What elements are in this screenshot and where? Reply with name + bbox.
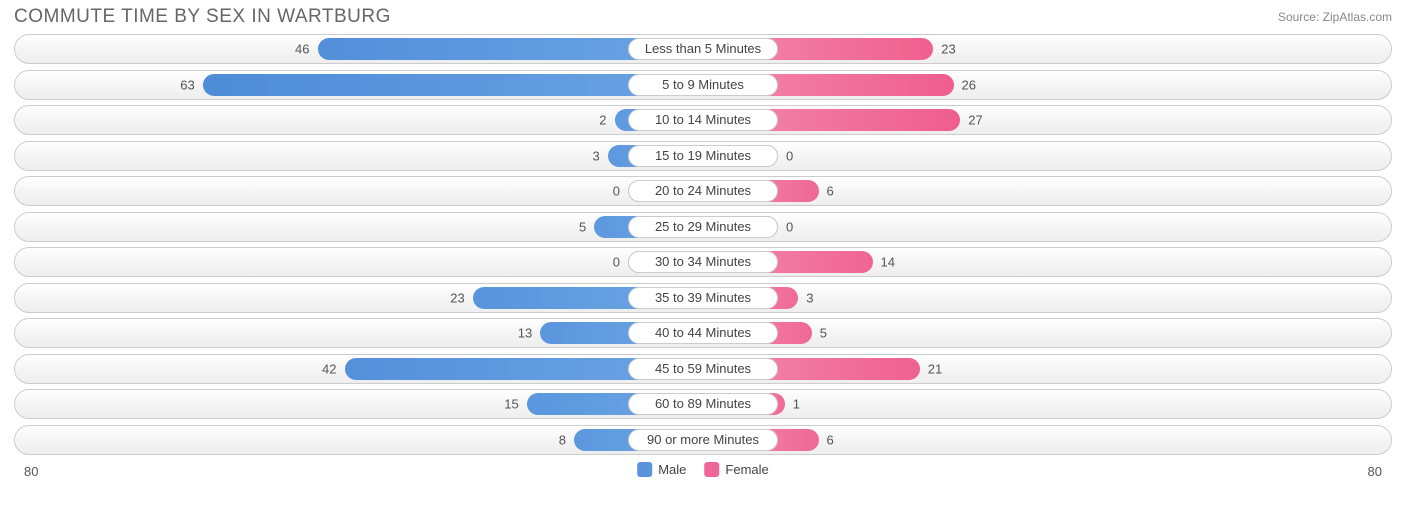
female-value-label: 0 (786, 219, 793, 234)
male-value-label: 13 (518, 326, 532, 341)
male-value-label: 5 (579, 219, 586, 234)
female-value-label: 27 (968, 113, 982, 128)
male-value-label: 3 (593, 148, 600, 163)
male-swatch-icon (637, 462, 652, 477)
female-value-label: 21 (928, 361, 942, 376)
male-value-label: 42 (322, 361, 336, 376)
male-value-label: 15 (504, 397, 518, 412)
axis-label-right: 80 (1368, 464, 1382, 479)
category-label: 5 to 9 Minutes (628, 74, 778, 96)
female-value-label: 1 (793, 397, 800, 412)
female-value-label: 14 (881, 255, 895, 270)
male-value-label: 8 (559, 432, 566, 447)
legend-item-male: Male (637, 462, 686, 477)
chart-row: 90 or more Minutes 8 6 (14, 425, 1392, 455)
category-label: 45 to 59 Minutes (628, 358, 778, 380)
chart-area: Less than 5 Minutes46235 to 9 Minutes632… (0, 32, 1406, 455)
chart-row: 20 to 24 Minutes 0 6 (14, 176, 1392, 206)
category-label: 30 to 34 Minutes (628, 251, 778, 273)
category-label: Less than 5 Minutes (628, 38, 778, 60)
category-label: 40 to 44 Minutes (628, 322, 778, 344)
chart-row: 5 to 9 Minutes 63 26 (14, 70, 1392, 100)
male-value-label: 0 (613, 184, 620, 199)
male-value-label: 23 (450, 290, 464, 305)
female-value-label: 3 (806, 290, 813, 305)
legend-label: Female (725, 462, 768, 477)
category-label: 15 to 19 Minutes (628, 145, 778, 167)
axis-label-left: 80 (24, 464, 38, 479)
legend: Male Female (637, 462, 769, 477)
female-value-label: 6 (827, 184, 834, 199)
category-label: 35 to 39 Minutes (628, 287, 778, 309)
chart-row: 15 to 19 Minutes 3 0 (14, 141, 1392, 171)
category-label: 25 to 29 Minutes (628, 216, 778, 238)
female-value-label: 23 (941, 42, 955, 57)
chart-header: COMMUTE TIME BY SEX IN WARTBURG Source: … (0, 0, 1406, 32)
chart-source: Source: ZipAtlas.com (1278, 10, 1392, 24)
chart-row: 60 to 89 Minutes 15 1 (14, 389, 1392, 419)
female-value-label: 5 (820, 326, 827, 341)
legend-item-female: Female (704, 462, 768, 477)
female-value-label: 0 (786, 148, 793, 163)
chart-row: 30 to 34 Minutes 0 14 (14, 247, 1392, 277)
male-value-label: 2 (599, 113, 606, 128)
chart-row: 45 to 59 Minutes 42 21 (14, 354, 1392, 384)
male-value-label: 0 (613, 255, 620, 270)
chart-title: COMMUTE TIME BY SEX IN WARTBURG (14, 6, 391, 28)
category-label: 20 to 24 Minutes (628, 180, 778, 202)
chart-row: Less than 5 Minutes 46 23 (14, 34, 1392, 64)
female-swatch-icon (704, 462, 719, 477)
chart-row: 40 to 44 Minutes 13 5 (14, 318, 1392, 348)
chart-row: 25 to 29 Minutes 5 0 (14, 212, 1392, 242)
category-label: 90 or more Minutes (628, 429, 778, 451)
legend-label: Male (658, 462, 686, 477)
chart-row: 35 to 39 Minutes 23 3 (14, 283, 1392, 313)
chart-footer: 80 Male Female 80 (0, 460, 1406, 488)
category-label: 60 to 89 Minutes (628, 393, 778, 415)
male-value-label: 46 (295, 42, 309, 57)
female-value-label: 26 (962, 77, 976, 92)
chart-row: 10 to 14 Minutes 2 27 (14, 105, 1392, 135)
male-value-label: 63 (180, 77, 194, 92)
category-label: 10 to 14 Minutes (628, 109, 778, 131)
female-value-label: 6 (827, 432, 834, 447)
